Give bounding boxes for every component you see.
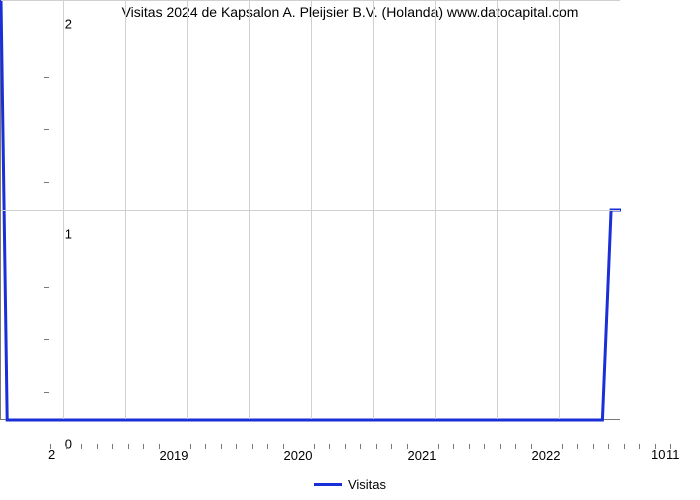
chart-container: Visitas 2024 de Kapsalon A. Pleijsier B.…: [0, 0, 700, 500]
grid-line-vertical: [497, 0, 498, 419]
x-minor-tick: [345, 444, 346, 449]
x-minor-tick: [407, 444, 408, 449]
x-minor-tick: [112, 444, 113, 449]
y-minor-tick: [44, 392, 49, 393]
grid-line-vertical: [373, 0, 374, 419]
x-minor-tick: [639, 444, 640, 449]
x-tick-label: 2021: [408, 448, 437, 463]
x-minor-tick: [360, 444, 361, 449]
legend: Visitas: [0, 476, 700, 492]
x-minor-tick: [190, 444, 191, 449]
x-minor-tick: [205, 444, 206, 449]
x-minor-tick: [329, 444, 330, 449]
x-minor-tick: [81, 444, 82, 449]
x-minor-tick: [143, 444, 144, 449]
x-minor-tick: [267, 444, 268, 449]
y-minor-tick: [44, 339, 49, 340]
y-minor-tick: [44, 129, 49, 130]
corner-label-bottom-right-a: 10: [651, 447, 665, 462]
x-minor-tick: [50, 444, 51, 449]
x-minor-tick: [283, 444, 284, 449]
grid-line-vertical-minor: [63, 0, 64, 419]
x-minor-tick: [128, 444, 129, 449]
x-minor-tick: [562, 444, 563, 449]
x-minor-tick: [577, 444, 578, 449]
x-tick-label: 2020: [284, 448, 313, 463]
x-minor-tick: [593, 444, 594, 449]
legend-label: Visitas: [348, 477, 386, 492]
x-minor-tick: [655, 444, 656, 449]
grid-line-vertical-minor: [187, 0, 188, 419]
x-minor-tick: [453, 444, 454, 449]
y-minor-tick: [44, 182, 49, 183]
x-minor-tick: [97, 444, 98, 449]
x-minor-tick: [159, 444, 160, 449]
y-minor-tick: [44, 77, 49, 78]
x-minor-tick: [531, 444, 532, 449]
x-minor-tick: [252, 444, 253, 449]
grid-line-vertical-minor: [559, 0, 560, 419]
x-minor-tick: [376, 444, 377, 449]
x-minor-tick: [670, 444, 671, 449]
x-minor-tick: [391, 444, 392, 449]
x-minor-tick: [314, 444, 315, 449]
grid-line-vertical: [125, 0, 126, 419]
grid-line-vertical-minor: [311, 0, 312, 419]
y-tick-label: 2: [32, 17, 72, 32]
x-minor-tick: [66, 444, 67, 449]
x-minor-tick: [500, 444, 501, 449]
legend-swatch: [314, 483, 342, 486]
x-minor-tick: [515, 444, 516, 449]
grid-line-vertical-minor: [435, 0, 436, 419]
plot-area: [0, 0, 620, 420]
x-minor-tick: [438, 444, 439, 449]
x-minor-tick: [484, 444, 485, 449]
y-tick-label: 1: [32, 227, 72, 242]
x-minor-tick: [236, 444, 237, 449]
corner-label-bottom-right-b: 11: [666, 447, 680, 462]
x-tick-label: 2019: [160, 448, 189, 463]
x-minor-tick: [221, 444, 222, 449]
x-minor-tick: [469, 444, 470, 449]
y-minor-tick: [44, 287, 49, 288]
x-minor-tick: [624, 444, 625, 449]
grid-line-vertical: [249, 0, 250, 419]
x-minor-tick: [608, 444, 609, 449]
x-tick-label: 2022: [532, 448, 561, 463]
